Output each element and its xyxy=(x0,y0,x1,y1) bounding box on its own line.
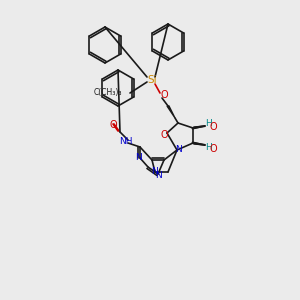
Text: NH: NH xyxy=(119,137,133,146)
Text: N: N xyxy=(156,170,162,179)
Polygon shape xyxy=(192,142,205,145)
Text: O: O xyxy=(160,90,168,100)
Text: H: H xyxy=(205,119,212,128)
Text: O: O xyxy=(209,122,217,132)
Polygon shape xyxy=(167,106,175,118)
Text: N: N xyxy=(176,145,182,154)
Text: N: N xyxy=(136,154,142,163)
Text: H: H xyxy=(205,142,212,152)
Text: O: O xyxy=(109,120,117,130)
Text: N: N xyxy=(151,167,158,176)
Text: O: O xyxy=(160,130,168,140)
Polygon shape xyxy=(192,126,205,129)
Text: C(CH₃)₃: C(CH₃)₃ xyxy=(94,88,122,98)
Text: O: O xyxy=(209,144,217,154)
Text: Si: Si xyxy=(147,75,157,85)
